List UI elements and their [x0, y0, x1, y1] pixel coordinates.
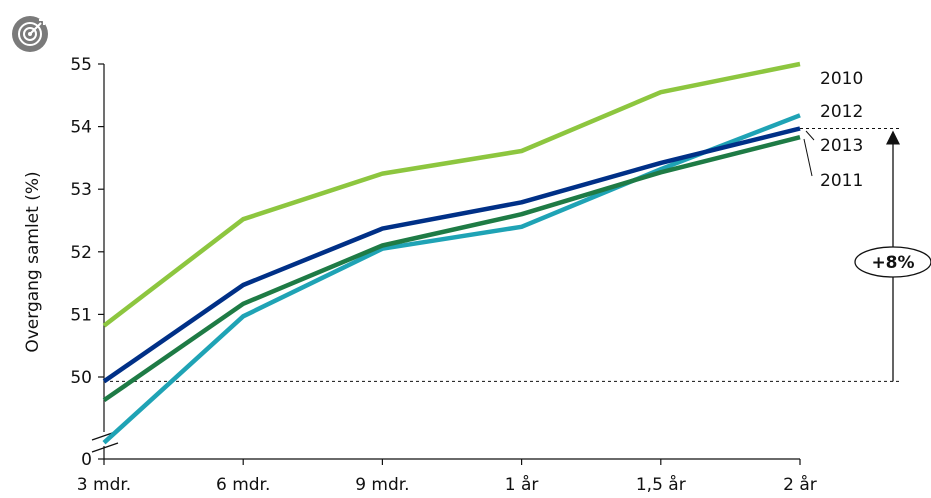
- series-lines: [102, 61, 801, 445]
- y-tick-label: 54: [70, 118, 92, 138]
- x-tick-label: 9 mdr.: [355, 475, 409, 495]
- x-tick-label: 6 mdr.: [216, 475, 270, 495]
- axis-break-mark: [91, 442, 119, 453]
- annotation-arrow-head: [886, 130, 900, 145]
- x-tick-label: 1,5 år: [636, 474, 686, 495]
- series-line-2010: [102, 61, 801, 328]
- axes: 0 50 51 52 53 54 55 3 mdr. 6 mdr. 9 mdr. 1 år 1,5 å…: [70, 55, 816, 495]
- y-tick-label: 52: [70, 243, 92, 263]
- x-tick-label: 1 år: [505, 474, 539, 495]
- series-label-2010: 2010: [820, 69, 863, 89]
- y-tick-label: 55: [70, 55, 92, 75]
- growth-annotation: +8%: [854, 130, 931, 382]
- x-tick-label: 2 år: [783, 474, 817, 495]
- y-axis-label: Overgang samlet (%): [23, 171, 43, 352]
- series-label-2013: 2013: [820, 136, 863, 156]
- series-line-2011: [102, 135, 801, 403]
- series-labels: 2010 2012 2013 2011: [803, 69, 863, 191]
- y-tick-label: 51: [70, 305, 92, 325]
- series-line-2013: [102, 126, 801, 384]
- series-label-2011: 2011: [820, 171, 863, 191]
- x-tick-label: 3 mdr.: [77, 475, 131, 495]
- y-tick-label: 0: [81, 450, 92, 470]
- annotation-label: +8%: [871, 253, 914, 273]
- series-line-2012: [102, 113, 801, 445]
- leader-line-2013: [805, 130, 815, 141]
- leader-line-2011: [803, 138, 813, 177]
- y-tick-label: 53: [70, 180, 92, 200]
- y-tick-label: 50: [70, 368, 92, 388]
- target-icon: [12, 16, 48, 52]
- annotation-bubble: [854, 246, 931, 278]
- series-label-2012: 2012: [820, 102, 863, 122]
- reference-lines: [104, 127, 902, 382]
